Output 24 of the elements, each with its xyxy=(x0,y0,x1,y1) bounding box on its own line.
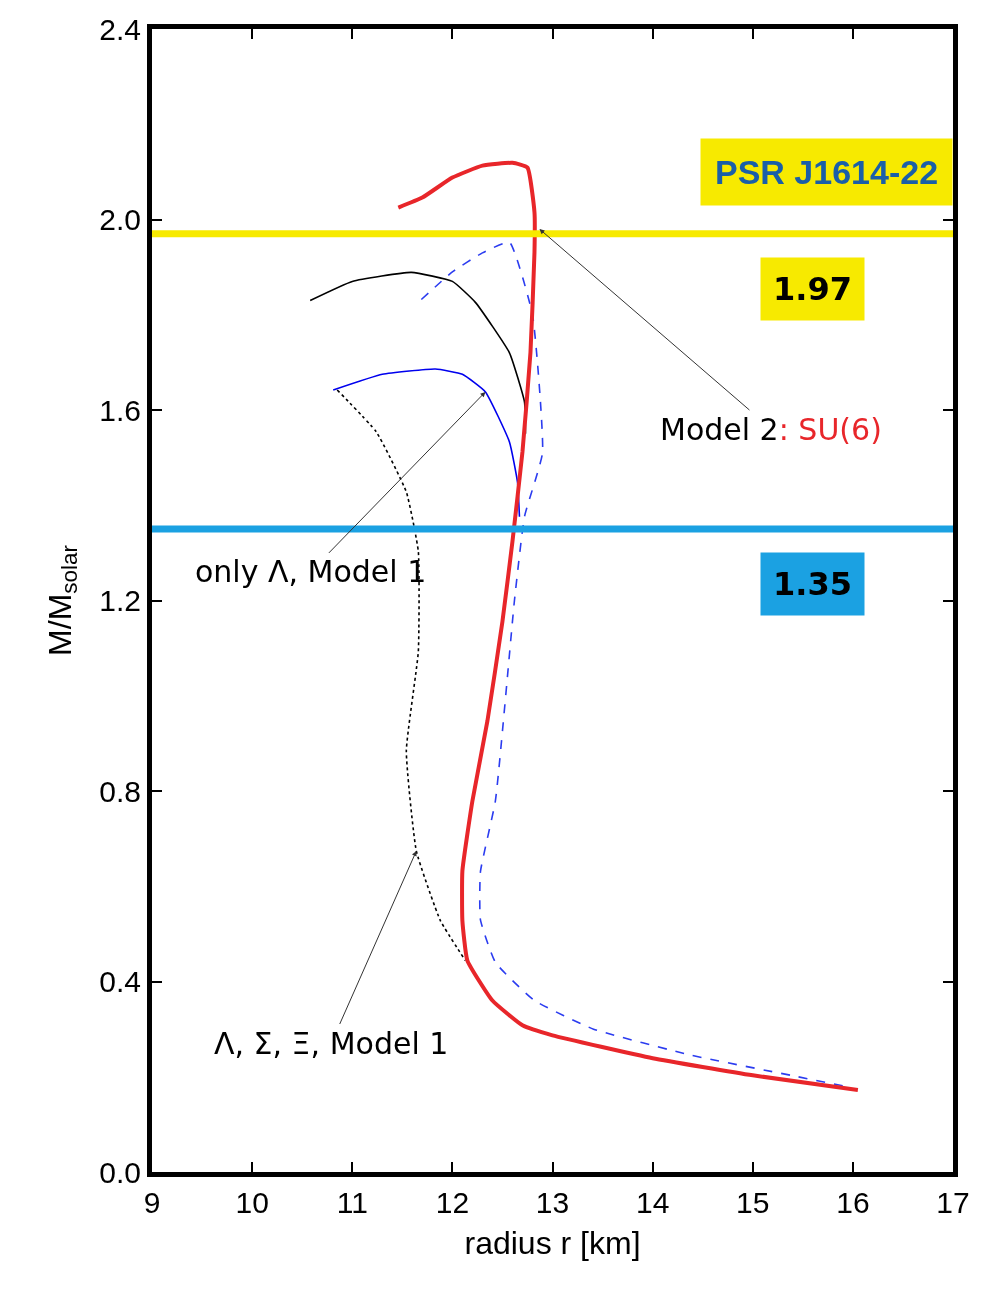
x-tick-label: 15 xyxy=(736,1186,770,1219)
x-axis-title: radius r [km] xyxy=(464,1224,641,1261)
y-tick-label: 1.2 xyxy=(99,584,141,617)
y-tick-label: 0.8 xyxy=(99,774,141,808)
x-tick-label: 9 xyxy=(143,1186,161,1219)
x-tick-label: 13 xyxy=(535,1186,570,1219)
x-tick-label: 12 xyxy=(435,1186,470,1219)
y-tick-label: 2.4 xyxy=(99,12,141,46)
y-tick-label: 0.4 xyxy=(99,965,141,998)
y-tick-label: 0.0 xyxy=(99,1155,141,1189)
x-tick-label: 14 xyxy=(635,1186,670,1219)
annotation: Model 2: SU(6) xyxy=(660,412,882,447)
line-series xyxy=(332,368,521,518)
annotation: Λ, Σ, Ξ, Model 1 xyxy=(214,1026,449,1061)
annotation: only Λ, Model 1 xyxy=(195,554,427,589)
y-tick-label: 2.0 xyxy=(99,203,141,236)
x-tick-label: 11 xyxy=(336,1186,368,1219)
ref-line-label: 1.97 xyxy=(773,270,852,308)
annotation: PSR J1614-22 xyxy=(715,153,939,191)
ref-line-label: 1.35 xyxy=(773,565,852,603)
y-tick-label: 1.6 xyxy=(99,393,141,427)
x-tick-label: 17 xyxy=(936,1186,970,1219)
x-tick-label: 10 xyxy=(235,1186,269,1219)
x-tick-label: 16 xyxy=(836,1186,870,1219)
